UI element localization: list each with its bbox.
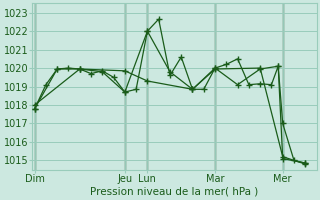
X-axis label: Pression niveau de la mer( hPa ): Pression niveau de la mer( hPa )	[90, 187, 259, 197]
